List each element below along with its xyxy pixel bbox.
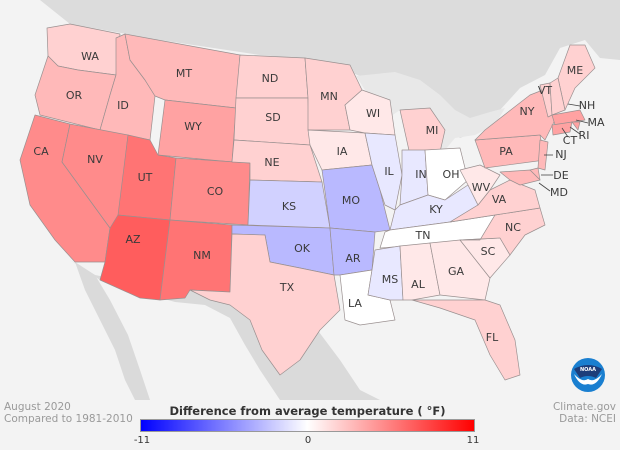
state-wv [459,164,501,206]
state-label-me: ME [567,64,583,77]
state-label-la: LA [348,297,362,310]
state-label-sd: SD [265,111,280,124]
state-nh [549,77,566,116]
state-label-oh: OH [443,168,460,181]
legend-max-label: 11 [466,435,480,446]
state-label-mt: MT [176,67,192,80]
state-label-in: IN [415,168,426,181]
state-label-vt: VT [538,84,553,97]
state-label-mi: MI [426,124,439,137]
state-ma [551,109,586,126]
leader-lines [538,103,589,192]
state-label-va: VA [492,193,507,206]
state-il [364,132,403,211]
noaa-logo-icon: NOAA [571,358,605,392]
state-label-ia: IA [337,145,348,158]
state-label-ny: NY [520,105,535,118]
state-label-fl: FL [486,331,499,344]
colorbar [140,419,475,432]
state-label-ga: GA [448,265,465,278]
legend-mid-label: 0 [304,435,312,446]
state-label-de: DE [553,169,568,182]
state-tx [189,233,341,376]
state-label-ma: MA [587,116,604,129]
labels-layer: WA OR CA ID NV MT WY UT CO AZ NM ND SD NE KS OK TX MN IA MO… [33,50,605,344]
footer-left: August 2020 Compared to 1981-2010 [4,401,133,425]
state-mi [399,107,446,156]
legend-min-label: -11 [133,435,151,446]
state-label-tn: TN [415,229,431,242]
state-label-il: IL [384,165,394,178]
state-label-nv: NV [87,153,103,166]
state-label-wa: WA [81,50,99,63]
baseline-text: Compared to 1981-2010 [4,413,133,425]
mexico-landmass [70,260,380,400]
state-label-pa: PA [499,145,513,158]
state-al [399,242,441,301]
data-source-text: Data: NCEI [559,413,616,425]
state-label-nm: NM [193,249,211,262]
state-label-ok: OK [294,242,311,255]
state-label-ks: KS [282,200,296,213]
state-label-ky: KY [429,203,443,216]
state-md [499,169,541,186]
state-ga [429,239,491,301]
state-label-al: AL [411,278,426,291]
state-label-nh: NH [579,99,596,112]
state-az [99,214,171,301]
state-label-id: ID [117,99,129,112]
state-label-ct: CT [563,134,578,147]
state-label-ri: RI [579,129,590,142]
state-label-nj: NJ [555,148,566,161]
state-label-ca: CA [33,145,49,158]
state-label-co: CO [207,185,224,198]
baja-peninsula [75,262,150,400]
state-label-ar: AR [345,252,361,265]
state-label-ne: NE [264,156,279,169]
source-site-text: Climate.gov [552,401,616,413]
canada-landmass [40,0,620,138]
state-label-ms: MS [382,273,398,286]
state-fl [411,299,521,381]
state-label-tx: TX [279,281,295,294]
state-label-mo: MO [342,194,360,207]
state-ri [571,121,581,131]
state-ny [474,87,556,141]
state-label-ut: UT [138,171,153,184]
period-text: August 2020 [4,401,71,413]
state-nj [537,139,549,171]
state-label-wy: WY [184,120,202,133]
states-layer [19,23,596,381]
state-label-az: AZ [125,233,141,246]
svg-text:NOAA: NOAA [580,367,596,373]
state-label-sc: SC [481,245,496,258]
temperature-anomaly-map: WA OR CA ID NV MT WY UT CO AZ NM ND SD NE KS OK TX MN IA MO… [19,0,620,400]
state-label-md: MD [550,186,568,199]
state-label-wv: WV [472,181,491,194]
legend-title: Difference from average temperature ( °F… [169,404,446,418]
state-label-mn: MN [320,90,338,103]
state-label-wi: WI [366,107,380,120]
state-label-nd: ND [262,72,279,85]
state-label-nc: NC [505,221,521,234]
state-label-or: OR [66,89,83,102]
footer-right: Climate.gov Data: NCEI [553,401,616,425]
state-oh [424,147,469,201]
